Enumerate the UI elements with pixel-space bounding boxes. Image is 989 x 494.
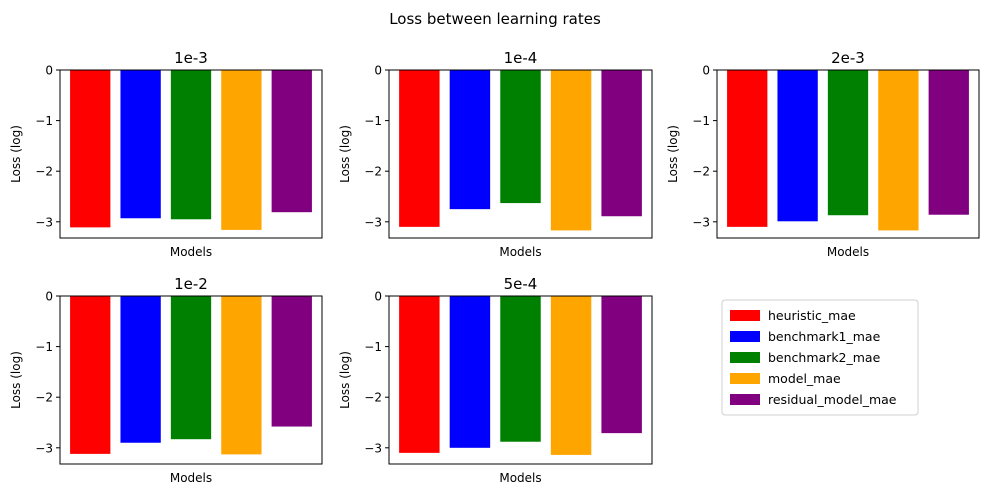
y-tick-label: 0 bbox=[374, 290, 382, 304]
bar-residual_model_mae bbox=[928, 70, 969, 215]
subplot-4: 0 −1 −2 −3 1e-2 Models Loss (log) bbox=[9, 275, 323, 485]
bar-benchmark1_mae bbox=[120, 70, 161, 219]
bar-residual_model_mae bbox=[271, 296, 312, 427]
legend-swatch bbox=[730, 310, 760, 321]
y-axis-label: Loss (log) bbox=[666, 125, 680, 183]
legend-swatch bbox=[730, 331, 760, 342]
y-tick-label: −2 bbox=[364, 391, 382, 405]
subplot-3: 0 −1 −2 −3 2e-3 Models Loss (log) bbox=[666, 49, 980, 259]
legend-entry-benchmark1_mae: benchmark1_mae bbox=[730, 329, 881, 344]
y-tick-label: −2 bbox=[35, 391, 53, 405]
legend-entry-residual_model_mae: residual_model_mae bbox=[730, 392, 897, 407]
y-tick-label: 0 bbox=[374, 64, 382, 78]
y-axis-label: Loss (log) bbox=[338, 125, 352, 183]
y-tick-label: −2 bbox=[692, 165, 710, 179]
y-tick-label: −3 bbox=[692, 215, 710, 229]
bar-benchmark2_mae bbox=[827, 70, 869, 216]
bar-model_mae bbox=[550, 70, 592, 231]
subplot-title: 2e-3 bbox=[831, 49, 865, 67]
legend-label: heuristic_mae bbox=[768, 308, 856, 323]
legend-label: benchmark2_mae bbox=[768, 350, 881, 365]
x-axis-label: Models bbox=[499, 245, 541, 259]
bar-heuristic_mae bbox=[399, 296, 440, 453]
y-tick-label: −3 bbox=[364, 215, 382, 229]
y-tick-label: 0 bbox=[702, 64, 710, 78]
bar-heuristic_mae bbox=[70, 70, 111, 228]
y-tick-label: −1 bbox=[692, 114, 710, 128]
figure-title: Loss between learning rates bbox=[389, 10, 601, 28]
x-axis-label: Models bbox=[170, 245, 212, 259]
subplot-title: 5e-4 bbox=[504, 275, 538, 293]
legend-label: model_mae bbox=[768, 371, 841, 386]
bar-model_mae bbox=[221, 296, 262, 455]
legend-swatch bbox=[730, 394, 760, 405]
legend-swatch bbox=[730, 352, 760, 363]
y-axis-label: Loss (log) bbox=[9, 125, 23, 183]
subplot-title: 1e-3 bbox=[174, 49, 208, 67]
bar-benchmark2_mae bbox=[170, 296, 212, 440]
y-tick-label: 0 bbox=[45, 290, 53, 304]
y-axis-label: Loss (log) bbox=[9, 351, 23, 409]
y-tick-label: −1 bbox=[364, 340, 382, 354]
y-tick-label: −3 bbox=[364, 441, 382, 455]
bar-heuristic_mae bbox=[70, 296, 111, 454]
bar-residual_model_mae bbox=[271, 70, 312, 213]
bar-benchmark2_mae bbox=[500, 70, 541, 204]
axes-frame bbox=[716, 69, 980, 239]
bar-benchmark1_mae bbox=[777, 70, 818, 222]
y-tick-label: −2 bbox=[35, 165, 53, 179]
x-axis-label: Models bbox=[499, 471, 541, 485]
bar-model_mae bbox=[221, 70, 262, 230]
bar-model_mae bbox=[878, 70, 919, 231]
bar-model_mae bbox=[550, 296, 592, 455]
subplots: 0 −1 −2 −3 1e-3 Models Loss (log) 0 −1 −2 −3 1e-4 Mo… bbox=[9, 49, 980, 485]
legend-entry-model_mae: model_mae bbox=[730, 371, 841, 386]
bar-residual_model_mae bbox=[601, 70, 642, 217]
axes-frame bbox=[59, 295, 323, 465]
bar-heuristic_mae bbox=[727, 70, 768, 227]
legend-box bbox=[721, 299, 919, 416]
y-tick-label: 0 bbox=[45, 64, 53, 78]
subplot-1: 0 −1 −2 −3 1e-3 Models Loss (log) bbox=[9, 49, 323, 259]
y-tick-label: −2 bbox=[364, 165, 382, 179]
bar-benchmark2_mae bbox=[500, 296, 541, 442]
legend-entry-heuristic_mae: heuristic_mae bbox=[730, 308, 856, 323]
bar-benchmark1_mae bbox=[449, 70, 491, 210]
bar-heuristic_mae bbox=[399, 70, 440, 227]
x-axis-label: Models bbox=[170, 471, 212, 485]
bar-residual_model_mae bbox=[601, 296, 642, 434]
subplot-2: 0 −1 −2 −3 1e-4 Models Loss (log) bbox=[338, 49, 653, 259]
bar-benchmark2_mae bbox=[170, 70, 212, 220]
legend-swatch bbox=[730, 373, 760, 384]
legend-entry-benchmark2_mae: benchmark2_mae bbox=[730, 350, 881, 365]
legend-label: residual_model_mae bbox=[768, 392, 897, 407]
axes-frame bbox=[388, 295, 653, 465]
subplot-title: 1e-4 bbox=[504, 49, 538, 67]
axes-frame bbox=[59, 69, 323, 239]
legend-label: benchmark1_mae bbox=[768, 329, 881, 344]
y-tick-label: −1 bbox=[364, 114, 382, 128]
y-tick-label: −1 bbox=[35, 114, 53, 128]
subplot-title: 1e-2 bbox=[174, 275, 208, 293]
bar-benchmark1_mae bbox=[449, 296, 491, 448]
subplot-5: 0 −1 −2 −3 5e-4 Models Loss (log) bbox=[338, 275, 653, 485]
y-axis-label: Loss (log) bbox=[338, 351, 352, 409]
x-axis-label: Models bbox=[827, 245, 869, 259]
axes-frame bbox=[388, 69, 653, 239]
y-tick-label: −3 bbox=[35, 441, 53, 455]
bar-benchmark1_mae bbox=[120, 296, 161, 443]
y-tick-label: −3 bbox=[35, 215, 53, 229]
y-tick-label: −1 bbox=[35, 340, 53, 354]
legend: heuristic_mae benchmark1_mae benchmark2_ma… bbox=[721, 299, 919, 416]
